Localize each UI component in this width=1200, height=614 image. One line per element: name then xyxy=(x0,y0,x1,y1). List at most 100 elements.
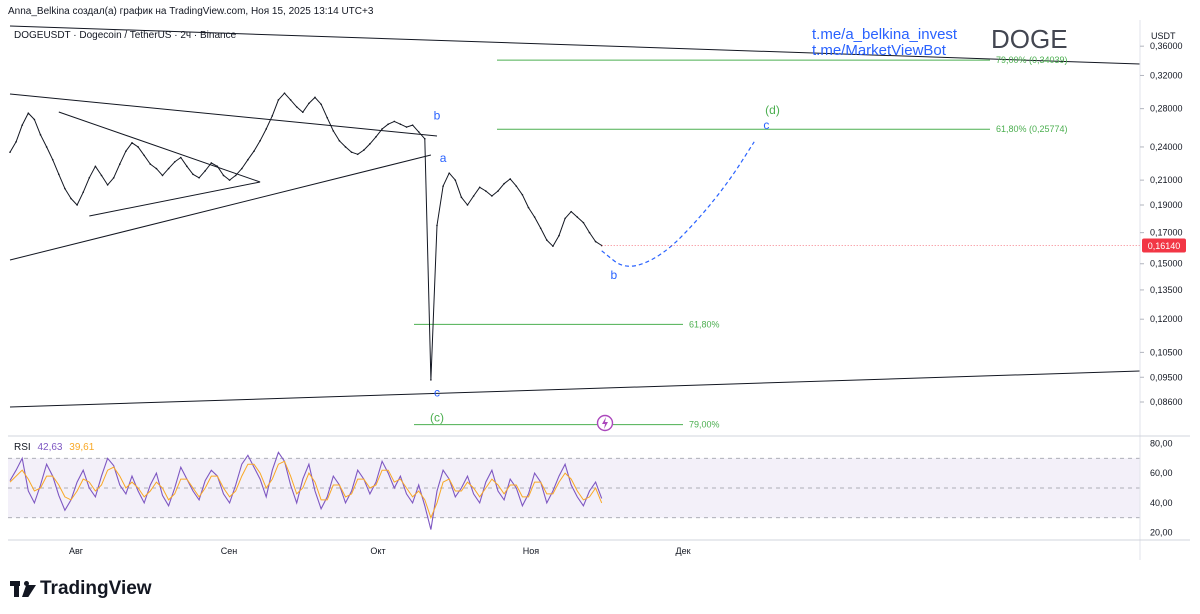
price-point xyxy=(338,140,341,142)
attribution-text: Anna_Belkina создал(а) график на Trading… xyxy=(8,6,374,17)
price-point xyxy=(302,111,304,114)
price-point xyxy=(21,124,24,126)
telegram-link-2[interactable]: t.me/MarketViewBot xyxy=(812,42,946,59)
price-point xyxy=(180,156,182,159)
forecast-path[interactable] xyxy=(601,141,755,267)
price-tick-label: 0,08600 xyxy=(1150,397,1183,407)
rsi-tick-label: 60,00 xyxy=(1150,468,1173,478)
price-point xyxy=(454,179,457,181)
price-point xyxy=(308,102,310,105)
wave-label[interactable]: c xyxy=(763,118,769,132)
lightning-icon[interactable] xyxy=(596,414,614,432)
last-price-label: 0,16140 xyxy=(1148,241,1181,251)
price-point xyxy=(265,128,268,130)
trendline[interactable] xyxy=(9,154,432,261)
wave-label[interactable]: c xyxy=(434,385,440,399)
price-point xyxy=(167,167,170,170)
rsi-ma-legend-value: 39,61 xyxy=(69,442,95,453)
price-point xyxy=(119,163,121,165)
price-point xyxy=(442,185,444,187)
price-point xyxy=(58,173,60,176)
trendline[interactable] xyxy=(9,93,438,137)
price-point xyxy=(283,92,286,94)
price-point xyxy=(45,146,48,148)
price-point xyxy=(210,162,213,164)
price-point xyxy=(478,186,481,189)
price-point xyxy=(564,217,566,220)
rsi-tick-label: 80,00 xyxy=(1150,438,1173,448)
price-point xyxy=(100,174,103,177)
trendline[interactable] xyxy=(89,181,261,217)
price-point xyxy=(411,124,414,126)
price-point xyxy=(399,123,402,126)
trendline[interactable] xyxy=(9,25,1141,65)
price-point xyxy=(228,179,231,181)
price-point xyxy=(552,245,554,247)
price-point xyxy=(173,161,176,163)
price-point xyxy=(558,234,560,237)
price-point xyxy=(137,146,139,148)
price-point xyxy=(320,103,322,106)
price-tick-label: 0,21000 xyxy=(1150,175,1183,185)
price-point xyxy=(192,173,194,176)
trendline[interactable] xyxy=(58,111,261,183)
last-price-badge[interactable] xyxy=(1142,238,1186,253)
price-tick-label: 0,15000 xyxy=(1150,259,1183,269)
price-point xyxy=(576,216,579,218)
price-point xyxy=(51,158,54,161)
price-point xyxy=(253,150,255,152)
price-point xyxy=(247,158,249,161)
tradingview-logo[interactable]: TradingView xyxy=(10,578,152,600)
price-point xyxy=(76,204,78,206)
price-point xyxy=(436,224,438,227)
price-point xyxy=(222,174,225,177)
ticker-title: DOGE xyxy=(991,24,1068,54)
rsi-tick-label: 20,00 xyxy=(1150,528,1173,538)
wave-label[interactable]: a xyxy=(440,151,447,165)
rsi-ma-line[interactable] xyxy=(9,460,603,520)
telegram-link-1[interactable]: t.me/a_belkina_invest xyxy=(812,26,958,43)
price-point xyxy=(509,178,512,180)
tradingview-logo-icon xyxy=(10,581,36,597)
time-tick-label: Сен xyxy=(221,546,238,556)
price-point xyxy=(70,197,72,200)
price-point xyxy=(369,143,371,145)
price-point xyxy=(125,150,127,152)
price-point xyxy=(448,172,451,174)
rsi-band-fill xyxy=(8,458,1140,518)
wave-label[interactable]: b xyxy=(434,109,441,123)
price-point xyxy=(594,240,597,243)
price-point xyxy=(381,128,383,130)
wave-label[interactable]: b xyxy=(611,268,618,282)
price-point xyxy=(588,231,591,234)
price-point xyxy=(204,170,206,172)
rsi-pane[interactable] xyxy=(8,451,1140,530)
price-pane[interactable]: 79,00% (0,34039) 61,80% (0,25774) 61,80% 79… xyxy=(9,25,1141,432)
rsi-legend[interactable]: RSI 42,63 39,61 xyxy=(14,442,94,453)
price-point xyxy=(375,136,377,138)
wave-label[interactable]: (c) xyxy=(430,411,444,425)
rsi-line[interactable] xyxy=(9,451,603,530)
trendline[interactable] xyxy=(9,370,1141,408)
price-point xyxy=(460,196,463,199)
price-point xyxy=(289,99,292,101)
price-point xyxy=(112,176,115,179)
price-point xyxy=(350,151,353,153)
wave-label[interactable]: (d) xyxy=(765,103,780,117)
price-point xyxy=(570,210,572,213)
price-point xyxy=(387,123,390,126)
rsi-legend-label: RSI xyxy=(14,442,31,453)
price-point xyxy=(161,174,164,177)
fib-level-label: 61,80% xyxy=(689,319,720,329)
price-point xyxy=(344,146,347,148)
time-tick-label: Авг xyxy=(69,546,84,556)
price-point xyxy=(393,120,396,123)
symbol-info[interactable]: DOGEUSDT · Dogecoin / TetherUS · 2ч · Bi… xyxy=(14,30,237,41)
price-point xyxy=(430,379,432,381)
price-point xyxy=(582,221,585,224)
fib-level-label: 61,80% (0,25774) xyxy=(996,124,1068,134)
price-series-line[interactable] xyxy=(9,92,602,381)
price-point xyxy=(259,140,261,142)
